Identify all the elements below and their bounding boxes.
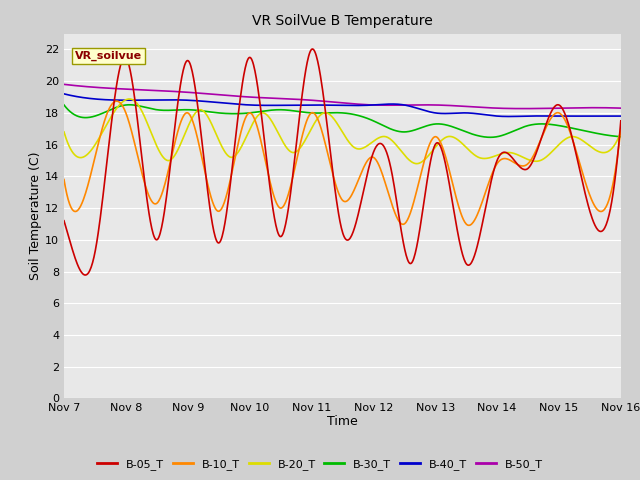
B-50_T: [60, 82, 68, 87]
B-10_T: [484, 183, 492, 189]
B-10_T: [384, 189, 392, 195]
B-20_T: [413, 161, 420, 167]
B-20_T: [399, 150, 406, 156]
B-10_T: [113, 98, 121, 104]
B-20_T: [60, 129, 68, 135]
B-10_T: [617, 126, 625, 132]
B-05_T: [60, 218, 68, 224]
B-20_T: [617, 129, 625, 135]
B-30_T: [399, 129, 406, 135]
B-05_T: [617, 118, 625, 124]
B-20_T: [416, 160, 424, 166]
B-10_T: [415, 177, 423, 183]
B-40_T: [540, 113, 548, 119]
B-50_T: [415, 102, 422, 108]
B-50_T: [383, 102, 391, 108]
X-axis label: Time: Time: [327, 415, 358, 428]
B-30_T: [617, 134, 625, 140]
B-20_T: [384, 135, 392, 141]
Line: B-50_T: B-50_T: [64, 84, 621, 108]
Text: VR_soilvue: VR_soilvue: [75, 51, 142, 61]
Line: B-30_T: B-30_T: [64, 105, 621, 137]
B-05_T: [385, 156, 392, 162]
B-50_T: [94, 84, 102, 90]
B-30_T: [415, 125, 423, 131]
B-05_T: [95, 226, 102, 231]
B-10_T: [60, 177, 68, 182]
B-20_T: [541, 155, 548, 161]
Line: B-40_T: B-40_T: [64, 94, 621, 117]
B-50_T: [398, 102, 406, 108]
B-50_T: [540, 106, 548, 111]
B-05_T: [416, 225, 424, 230]
B-20_T: [484, 156, 492, 161]
B-10_T: [465, 222, 473, 228]
B-05_T: [484, 194, 492, 200]
B-50_T: [483, 105, 490, 110]
B-30_T: [486, 134, 494, 140]
B-40_T: [483, 112, 490, 118]
Line: B-10_T: B-10_T: [64, 101, 621, 225]
B-50_T: [617, 105, 625, 111]
B-40_T: [617, 113, 625, 119]
Line: B-20_T: B-20_T: [64, 99, 621, 164]
B-40_T: [505, 114, 513, 120]
B-05_T: [309, 46, 317, 52]
B-20_T: [125, 96, 133, 102]
B-20_T: [94, 137, 102, 143]
B-10_T: [94, 141, 102, 147]
B-10_T: [399, 221, 406, 227]
B-30_T: [125, 102, 133, 108]
Line: B-05_T: B-05_T: [64, 49, 621, 275]
B-30_T: [60, 102, 68, 108]
B-40_T: [398, 102, 406, 108]
B-40_T: [383, 101, 391, 107]
B-50_T: [520, 106, 527, 111]
Title: VR SoilVue B Temperature: VR SoilVue B Temperature: [252, 14, 433, 28]
B-30_T: [483, 134, 491, 140]
B-10_T: [541, 127, 548, 133]
B-30_T: [384, 125, 392, 131]
Legend: B-05_T, B-10_T, B-20_T, B-30_T, B-40_T, B-50_T: B-05_T, B-10_T, B-20_T, B-30_T, B-40_T, …: [93, 455, 547, 474]
B-40_T: [94, 96, 102, 102]
B-05_T: [82, 272, 90, 278]
B-40_T: [60, 91, 68, 97]
B-40_T: [415, 106, 422, 112]
B-05_T: [399, 240, 407, 246]
B-05_T: [541, 125, 548, 131]
Y-axis label: Soil Temperature (C): Soil Temperature (C): [29, 152, 42, 280]
B-30_T: [94, 112, 102, 118]
B-30_T: [541, 121, 548, 127]
